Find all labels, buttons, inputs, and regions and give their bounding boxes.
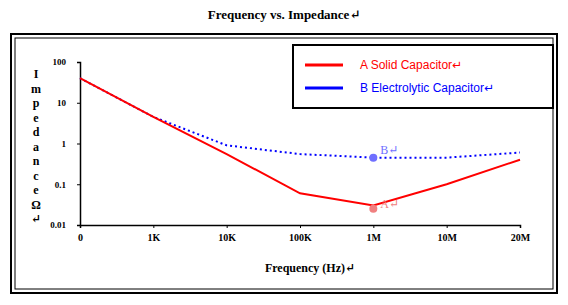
- y-axis-title: ImpedanceΩ↵: [31, 67, 41, 226]
- x-tick-label: 10K: [218, 232, 236, 243]
- legend-label: B Electrolytic Capacitor↵: [360, 81, 494, 95]
- legend: A Solid Capacitor↵ B Electrolytic Capacit…: [293, 45, 553, 108]
- y-tick-label: 100: [53, 57, 67, 67]
- x-tick: 10K: [218, 225, 236, 243]
- y-tick: 100: [53, 57, 81, 67]
- y-tick-label: 10: [57, 98, 67, 108]
- x-tick-mark: [373, 225, 374, 228]
- x-axis: 0 1K 10K 100K 1M 10M 20M: [78, 225, 531, 243]
- chart: Frequency vs. Impedance↵ 0.01 0.1 1 10 100 0 1K…: [0, 0, 568, 305]
- title: Frequency vs. Impedance↵: [208, 7, 361, 22]
- y-tick-label: 1: [62, 139, 67, 149]
- y-tick-label: 0.1: [55, 180, 67, 190]
- y-axis: 0.01 0.1 1 10 100: [50, 57, 80, 230]
- x-tick-label: 1M: [367, 232, 382, 243]
- legend-swatch: [305, 64, 343, 67]
- annotation-label: B↵: [380, 143, 398, 157]
- legend-swatch: [305, 87, 343, 90]
- x-tick-label: 100K: [289, 232, 312, 243]
- x-tick: 1K: [147, 225, 160, 243]
- x-tick: 100K: [289, 225, 312, 243]
- x-tick-mark: [447, 225, 448, 228]
- legend-label: A Solid Capacitor↵: [360, 58, 462, 72]
- x-tick: 10M: [437, 225, 457, 243]
- x-tick-mark: [300, 225, 301, 228]
- x-tick: 1M: [367, 225, 382, 243]
- y-tick-mark: [77, 144, 80, 145]
- y-tick-label: 0.01: [50, 220, 66, 230]
- x-tick-label: 10M: [437, 232, 457, 243]
- annotation-point: [369, 205, 377, 213]
- legend-box: [293, 45, 553, 108]
- x-tick: 20M: [511, 225, 531, 243]
- y-tick: 1: [62, 139, 81, 149]
- y-tick: 0.1: [55, 180, 80, 190]
- annotations: A↵ B↵: [380, 143, 399, 211]
- y-tick: 10: [57, 98, 80, 108]
- x-tick: 0: [78, 225, 83, 243]
- x-tick-mark: [520, 225, 521, 228]
- y-tick-mark: [77, 103, 80, 104]
- inner-frame: [15, 38, 553, 289]
- x-tick-label: 20M: [511, 232, 531, 243]
- x-tick-mark: [80, 225, 81, 228]
- x-tick-label: 0: [78, 232, 83, 243]
- y-tick: 0.01: [50, 220, 80, 230]
- x-tick-label: 1K: [147, 232, 160, 243]
- y-tick-mark: [77, 184, 80, 185]
- y-tick-mark: [77, 62, 80, 63]
- outer-frame: [11, 34, 557, 293]
- annotation-label: A↵: [380, 197, 399, 211]
- y-tick-mark: [77, 225, 80, 226]
- x-tick-mark: [153, 225, 154, 228]
- x-axis-title: Frequency (Hz)↵: [265, 261, 355, 275]
- x-tick-mark: [227, 225, 228, 228]
- x-axis-line: [81, 226, 521, 229]
- y-axis-line: [77, 63, 81, 226]
- annotation-point: [369, 154, 377, 162]
